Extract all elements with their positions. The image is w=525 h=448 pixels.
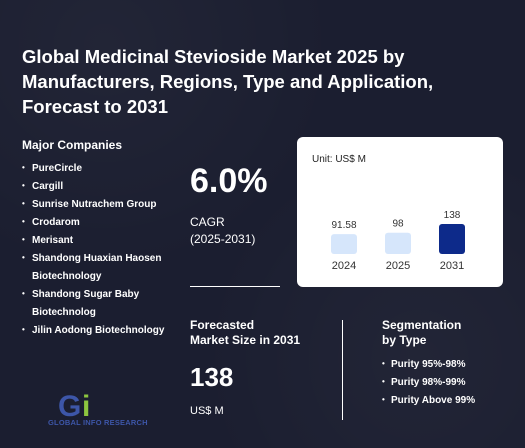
segmentation-heading-line1: Segmentation [382, 318, 462, 332]
bar-2024 [331, 234, 357, 254]
cagr-label: CAGR (2025-2031) [190, 214, 290, 248]
company-item: Sunrise Nutrachem Group [22, 195, 182, 214]
forecast-label-line2: Market Size in 2031 [190, 333, 301, 347]
segmentation-heading-line2: by Type [382, 333, 427, 347]
bar-value-label: 138 [444, 210, 461, 221]
company-item: Merisant [22, 231, 182, 250]
cagr-label-line1: CAGR [190, 215, 225, 229]
chart-unit-label: Unit: US$ M [312, 154, 366, 165]
svg-text:G: G [58, 390, 81, 423]
bar-2025 [385, 232, 411, 254]
segmentation-item: Purity 95%-98% [382, 355, 475, 374]
company-item: PureCircle [22, 159, 182, 178]
vertical-divider [342, 320, 343, 420]
forecast-unit: US$ M [190, 405, 224, 417]
svg-text:i: i [82, 390, 90, 423]
company-item: Shandong Huaxian Haosen Biotechnology [22, 249, 182, 286]
bar-value-label: 98 [392, 219, 404, 230]
report-title: Global Medicinal Stevioside Market 2025 … [22, 46, 434, 117]
horizontal-divider [190, 286, 280, 287]
bar-value-label: 91.58 [331, 220, 356, 231]
company-item: Crodarom [22, 213, 182, 232]
category-label: 2025 [386, 260, 410, 272]
segmentation-item: Purity 98%-99% [382, 373, 475, 392]
bar-chart: 91.58 2024 98 2025 138 2031 [331, 210, 465, 272]
companies-heading: Major Companies [22, 138, 123, 152]
company-item: Cargill [22, 177, 182, 196]
forecast-label-line1: Forecasted [190, 318, 255, 332]
market-size-chart-card: Unit: US$ M 91.58 2024 98 2025 138 2031 [297, 137, 503, 287]
forecast-value: 138 [190, 362, 234, 392]
segmentation-item: Purity Above 99% [382, 391, 475, 410]
forecast-label: Forecasted Market Size in 2031 [190, 318, 300, 348]
category-label: 2024 [332, 260, 356, 272]
category-label: 2031 [440, 260, 464, 272]
company-logo: G i [58, 390, 90, 423]
company-item: Jilin Aodong Biotechnology [22, 321, 182, 340]
cagr-value: 6.0% [190, 162, 268, 200]
segmentation-list: Purity 95%-98% Purity 98%-99% Purity Abo… [382, 355, 475, 410]
logo-text: GLOBAL INFO RESEARCH [48, 418, 148, 427]
cagr-label-line2: (2025-2031) [190, 232, 256, 246]
companies-list: PureCircle Cargill Sunrise Nutrachem Gro… [22, 159, 182, 340]
company-item: Shandong Sugar Baby Biotechnolog [22, 285, 182, 322]
bar-2031 [439, 224, 465, 254]
segmentation-heading: Segmentation by Type [382, 318, 461, 348]
